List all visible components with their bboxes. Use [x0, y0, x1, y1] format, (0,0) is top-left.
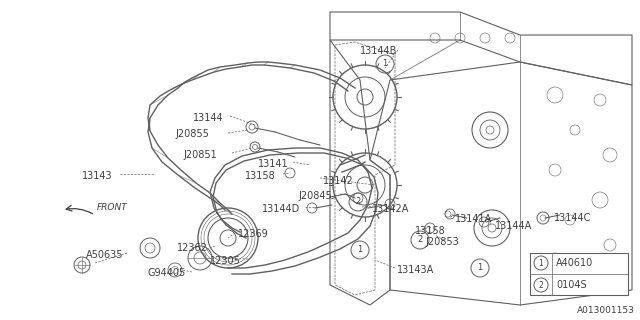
Text: J20853: J20853: [425, 237, 459, 247]
Text: 13144D: 13144D: [262, 204, 300, 214]
Text: A40610: A40610: [556, 258, 593, 268]
Text: 13158: 13158: [415, 226, 445, 236]
Text: 13144B: 13144B: [360, 46, 397, 56]
Text: 1: 1: [382, 60, 388, 68]
Text: 12369: 12369: [238, 229, 269, 239]
Text: 13144: 13144: [193, 113, 223, 123]
Text: 1: 1: [477, 263, 483, 273]
Text: 1: 1: [357, 245, 363, 254]
Text: 12305: 12305: [210, 256, 241, 266]
Text: J20845: J20845: [298, 191, 332, 201]
Text: 13144A: 13144A: [495, 221, 532, 231]
Text: A50635: A50635: [86, 250, 124, 260]
Text: 13144C: 13144C: [554, 213, 591, 223]
Text: 13143: 13143: [82, 171, 113, 181]
Text: 13158: 13158: [245, 171, 276, 181]
Text: J20851: J20851: [183, 150, 217, 160]
Text: 13142: 13142: [323, 176, 354, 186]
Text: G94405: G94405: [148, 268, 186, 278]
Text: 13141A: 13141A: [455, 214, 492, 224]
Text: 2: 2: [355, 197, 360, 206]
Text: A013001153: A013001153: [577, 306, 635, 315]
Text: J20855: J20855: [175, 129, 209, 139]
Text: 13142A: 13142A: [372, 204, 410, 214]
Text: 2: 2: [539, 281, 543, 290]
Text: 13143A: 13143A: [397, 265, 435, 275]
Text: 13141: 13141: [258, 159, 289, 169]
Bar: [530, 253, 628, 295]
Text: FRONT: FRONT: [97, 203, 128, 212]
Text: 2: 2: [417, 236, 422, 244]
Text: 0104S: 0104S: [556, 280, 587, 290]
Text: 12362: 12362: [177, 243, 208, 253]
Text: 1: 1: [539, 259, 543, 268]
